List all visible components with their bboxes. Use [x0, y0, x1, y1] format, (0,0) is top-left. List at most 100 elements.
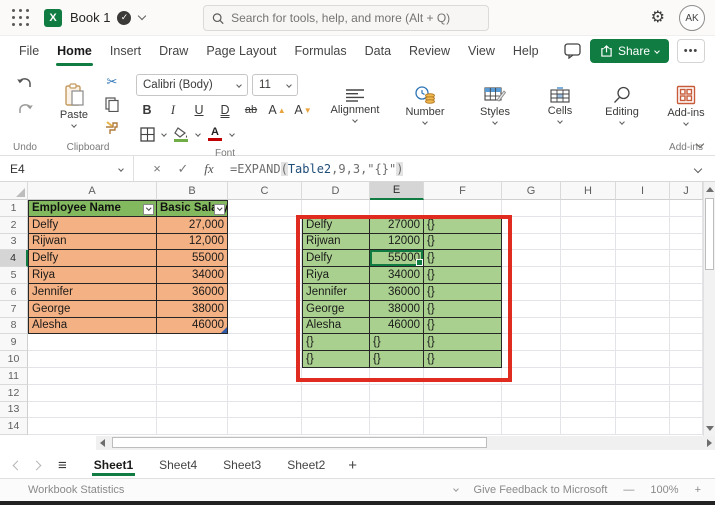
- col-header-J[interactable]: J: [670, 182, 703, 200]
- expand-formula-bar-chevron-icon[interactable]: [693, 164, 703, 173]
- workbook-title[interactable]: Book 1: [70, 10, 111, 25]
- status-chevron-down-icon[interactable]: [452, 486, 459, 492]
- cell[interactable]: {}: [424, 250, 502, 268]
- name-box[interactable]: E4: [0, 156, 134, 181]
- insert-function-icon[interactable]: fx: [204, 160, 214, 176]
- double-underline-button[interactable]: D: [214, 100, 236, 120]
- undo-button[interactable]: [10, 70, 40, 96]
- cell[interactable]: [157, 384, 228, 402]
- sheet-tab-sheet2[interactable]: Sheet2: [287, 458, 326, 472]
- cell[interactable]: Alesha: [28, 317, 157, 335]
- cell[interactable]: [502, 200, 561, 217]
- saved-status-icon[interactable]: ✓: [117, 10, 132, 25]
- sheet-tab-sheet4[interactable]: Sheet4: [159, 458, 198, 472]
- cell[interactable]: [561, 317, 616, 335]
- cell[interactable]: Delfy: [302, 216, 370, 234]
- row-header[interactable]: 5: [0, 267, 28, 284]
- col-header-G[interactable]: G: [502, 182, 561, 200]
- horizontal-scrollbar[interactable]: [96, 436, 703, 450]
- cell[interactable]: [670, 200, 703, 217]
- cell[interactable]: [561, 233, 616, 251]
- app-launcher-icon[interactable]: [12, 8, 30, 27]
- cell[interactable]: Alesha: [302, 317, 370, 335]
- selected-cell[interactable]: 55000: [370, 250, 424, 268]
- cell[interactable]: [616, 317, 670, 335]
- cell[interactable]: [157, 367, 228, 385]
- editing-button[interactable]: Editing: [596, 84, 648, 126]
- menu-data[interactable]: Data: [364, 44, 392, 58]
- cell[interactable]: 36000: [157, 283, 228, 301]
- italic-button[interactable]: I: [162, 100, 184, 120]
- row-header[interactable]: 6: [0, 283, 28, 301]
- cell[interactable]: [502, 216, 561, 234]
- cell[interactable]: 38000: [157, 300, 228, 318]
- all-sheets-menu-icon[interactable]: ≡: [58, 456, 67, 474]
- col-header-C[interactable]: C: [228, 182, 302, 200]
- row-header[interactable]: 2: [0, 216, 28, 234]
- cell[interactable]: {}: [424, 233, 502, 251]
- cell[interactable]: Delfy: [302, 250, 370, 268]
- scroll-left-arrow-icon[interactable]: [100, 439, 105, 447]
- row-header[interactable]: 8: [0, 317, 28, 335]
- cell[interactable]: [502, 300, 561, 318]
- cell[interactable]: [302, 401, 370, 419]
- menu-insert[interactable]: Insert: [109, 44, 142, 58]
- cell[interactable]: Rijwan: [28, 233, 157, 251]
- scroll-right-arrow[interactable]: [703, 436, 715, 450]
- prev-sheet-chevron-icon[interactable]: [12, 460, 23, 470]
- cell[interactable]: [424, 418, 502, 436]
- cell[interactable]: [28, 418, 157, 436]
- share-button[interactable]: Share: [589, 39, 669, 63]
- cell[interactable]: [616, 233, 670, 251]
- cell[interactable]: [228, 200, 302, 217]
- cell[interactable]: [670, 300, 703, 318]
- cells-button[interactable]: Cells: [536, 85, 584, 125]
- cell[interactable]: [561, 300, 616, 318]
- cell[interactable]: 12,000: [157, 233, 228, 251]
- cell[interactable]: [228, 283, 302, 301]
- cell[interactable]: [670, 216, 703, 234]
- select-all-corner[interactable]: [0, 182, 28, 200]
- excel-logo-icon[interactable]: X: [44, 8, 62, 27]
- cell[interactable]: [228, 267, 302, 284]
- col-header-D[interactable]: D: [302, 182, 370, 200]
- font-color-button[interactable]: A: [204, 127, 226, 141]
- cell[interactable]: [28, 367, 157, 385]
- fill-color-button[interactable]: [170, 126, 192, 142]
- row-header[interactable]: 14: [0, 418, 28, 436]
- cell[interactable]: 12000: [370, 233, 424, 251]
- title-chevron-down-icon[interactable]: [138, 11, 147, 21]
- menu-help[interactable]: Help: [512, 44, 539, 58]
- cell[interactable]: [502, 250, 561, 268]
- cell[interactable]: [370, 200, 424, 217]
- cell[interactable]: 38000: [370, 300, 424, 318]
- cell[interactable]: {}: [424, 216, 502, 234]
- cell[interactable]: [502, 334, 561, 352]
- filter-button[interactable]: [143, 203, 154, 215]
- search-box[interactable]: [203, 5, 489, 31]
- cell[interactable]: [228, 300, 302, 318]
- cell[interactable]: [370, 401, 424, 419]
- borders-button[interactable]: [136, 124, 158, 144]
- cell[interactable]: [561, 283, 616, 301]
- cell[interactable]: [228, 250, 302, 268]
- cell[interactable]: Riya: [28, 267, 157, 284]
- scroll-down-arrow-icon[interactable]: [706, 426, 714, 431]
- cell[interactable]: [561, 401, 616, 419]
- cell[interactable]: [670, 384, 703, 402]
- cell[interactable]: [228, 334, 302, 352]
- search-input[interactable]: [231, 11, 480, 25]
- vertical-scrollbar[interactable]: [703, 182, 715, 436]
- ribbon-more-button[interactable]: •••: [677, 39, 705, 63]
- cell[interactable]: [670, 283, 703, 301]
- cell[interactable]: [302, 384, 370, 402]
- cancel-formula-icon[interactable]: ×: [153, 161, 161, 176]
- menu-draw[interactable]: Draw: [159, 44, 189, 58]
- cell[interactable]: [561, 418, 616, 436]
- cell[interactable]: 34000: [157, 267, 228, 284]
- row-header[interactable]: 11: [0, 367, 28, 385]
- cell[interactable]: [502, 418, 561, 436]
- underline-button[interactable]: U: [188, 100, 210, 120]
- cell[interactable]: [670, 233, 703, 251]
- cell[interactable]: [616, 200, 670, 217]
